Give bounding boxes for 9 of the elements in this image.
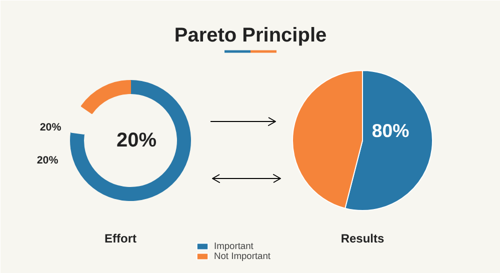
legend-label: Important <box>214 241 254 251</box>
text: 20% <box>116 130 157 152</box>
text: Effort <box>104 232 137 246</box>
text: 20% <box>40 122 62 134</box>
legend-label: Not Important <box>214 251 271 261</box>
text: Results <box>340 232 384 246</box>
text: 20% <box>36 154 59 166</box>
text: 80% <box>372 120 410 141</box>
text: Pareto Principle <box>174 24 327 46</box>
